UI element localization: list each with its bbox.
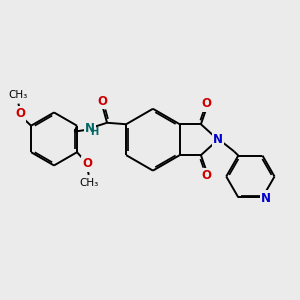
- Text: CH₃: CH₃: [79, 178, 98, 188]
- Text: O: O: [98, 95, 108, 108]
- Text: N: N: [213, 133, 223, 146]
- Text: O: O: [82, 158, 92, 170]
- Text: CH₃: CH₃: [9, 90, 28, 100]
- Text: O: O: [201, 169, 211, 182]
- Text: H: H: [91, 127, 99, 137]
- Text: N: N: [261, 192, 271, 205]
- Text: O: O: [201, 97, 211, 110]
- Text: O: O: [15, 107, 25, 120]
- Text: N: N: [85, 122, 95, 135]
